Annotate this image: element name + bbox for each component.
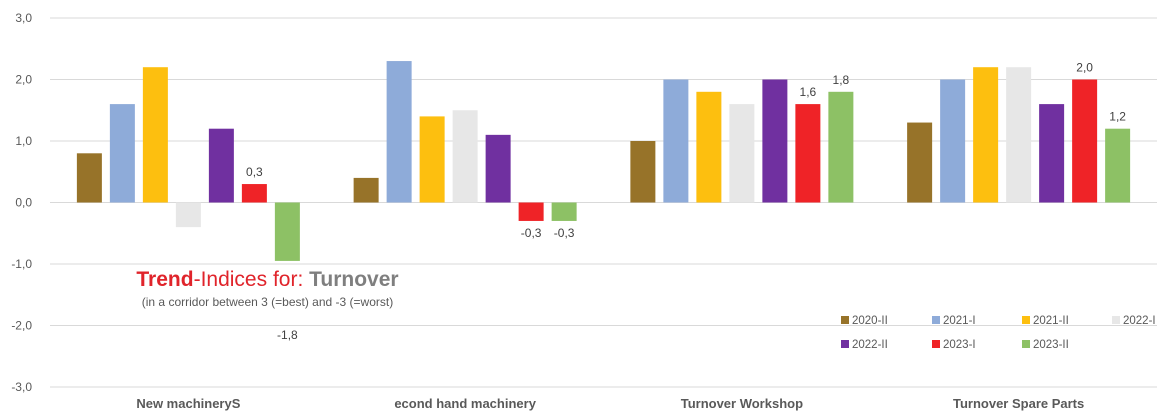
bar (1039, 104, 1065, 203)
bar (828, 91, 854, 203)
y-tick-label: -3,0 (11, 380, 32, 394)
legend-label: 2021-I (943, 315, 976, 327)
y-tick-label: 2,0 (15, 73, 32, 87)
bar (973, 67, 999, 203)
y-tick-label: -1,0 (11, 257, 32, 271)
data-labels: 0,3 -1,8 -0,3 -0,3 1,6 1,8 2,0 1,2 (246, 61, 1126, 343)
chart-title: Trend-Indices for: Turnover (95, 266, 440, 294)
bar (762, 79, 788, 203)
bar (419, 116, 445, 203)
chart-subtitle: (in a corridor between 3 (=best) and -3 … (141, 295, 394, 309)
category-label: New machineryS (136, 396, 240, 411)
bars (76, 61, 1131, 261)
data-label: 1,8 (833, 73, 850, 87)
legend-label: 2023-II (1033, 339, 1069, 351)
bar (551, 202, 577, 221)
category-label: Turnover Spare Parts (953, 396, 1084, 411)
y-axis-ticks: 3,0 2,0 1,0 0,0 -1,0 -2,0 -3,0 (11, 11, 32, 394)
legend-label: 2020-II (852, 315, 888, 327)
legend: 2020-II 2021-I 2021-II 2022-I 2022-II 2023-I 2… (841, 315, 1156, 351)
bar (630, 141, 656, 203)
bar (274, 202, 300, 261)
legend-label: 2021-II (1033, 315, 1069, 327)
legend-label: 2022-II (852, 339, 888, 351)
bar (76, 153, 102, 203)
title-part-turnover: Turnover (309, 268, 399, 291)
bar (208, 128, 234, 203)
data-label: 1,2 (1109, 110, 1126, 124)
bar (452, 110, 478, 203)
legend-label: 2023-I (943, 339, 976, 351)
bar (696, 91, 722, 203)
bar (729, 104, 755, 203)
legend-swatch (841, 340, 849, 348)
y-tick-label: 0,0 (15, 196, 32, 210)
y-tick-label: 1,0 (15, 134, 32, 148)
y-tick-label: -2,0 (11, 319, 32, 333)
legend-swatch (1112, 316, 1120, 324)
bar (241, 184, 267, 203)
legend-swatch (1022, 340, 1030, 348)
bar (485, 134, 511, 203)
data-label: -0,3 (554, 226, 575, 240)
title-part-trend: Trend (136, 268, 194, 291)
bar (663, 79, 689, 203)
bar (142, 67, 168, 203)
bar (940, 79, 966, 203)
bar (386, 61, 412, 203)
chart-title-box: Trend-Indices for: Turnover (in a corrid… (95, 266, 440, 310)
data-label: 0,3 (246, 165, 263, 179)
bar (518, 202, 544, 221)
category-label: Turnover Workshop (681, 396, 803, 411)
legend-swatch (932, 340, 940, 348)
legend-swatch (841, 316, 849, 324)
data-label: 1,6 (800, 85, 817, 99)
data-label: 2,0 (1076, 61, 1093, 75)
y-tick-label: 3,0 (15, 11, 32, 25)
legend-swatch (932, 316, 940, 324)
bar (1006, 67, 1032, 203)
bar (353, 177, 379, 203)
bar (175, 202, 201, 228)
data-label: -0,3 (521, 226, 542, 240)
bar (907, 122, 933, 203)
legend-label: 2022-I (1123, 315, 1156, 327)
bar (1105, 128, 1131, 203)
data-label: -1,8 (277, 328, 298, 342)
x-axis-categories: New machineryS econd hand machinery Turnov… (136, 396, 1084, 411)
bar (795, 104, 821, 203)
legend-swatch (1022, 316, 1030, 324)
title-part-indices: -Indices for: (193, 268, 310, 291)
bar (109, 104, 135, 203)
gridlines (50, 17, 1157, 388)
bar (1072, 79, 1098, 203)
category-label: econd hand machinery (394, 396, 536, 411)
